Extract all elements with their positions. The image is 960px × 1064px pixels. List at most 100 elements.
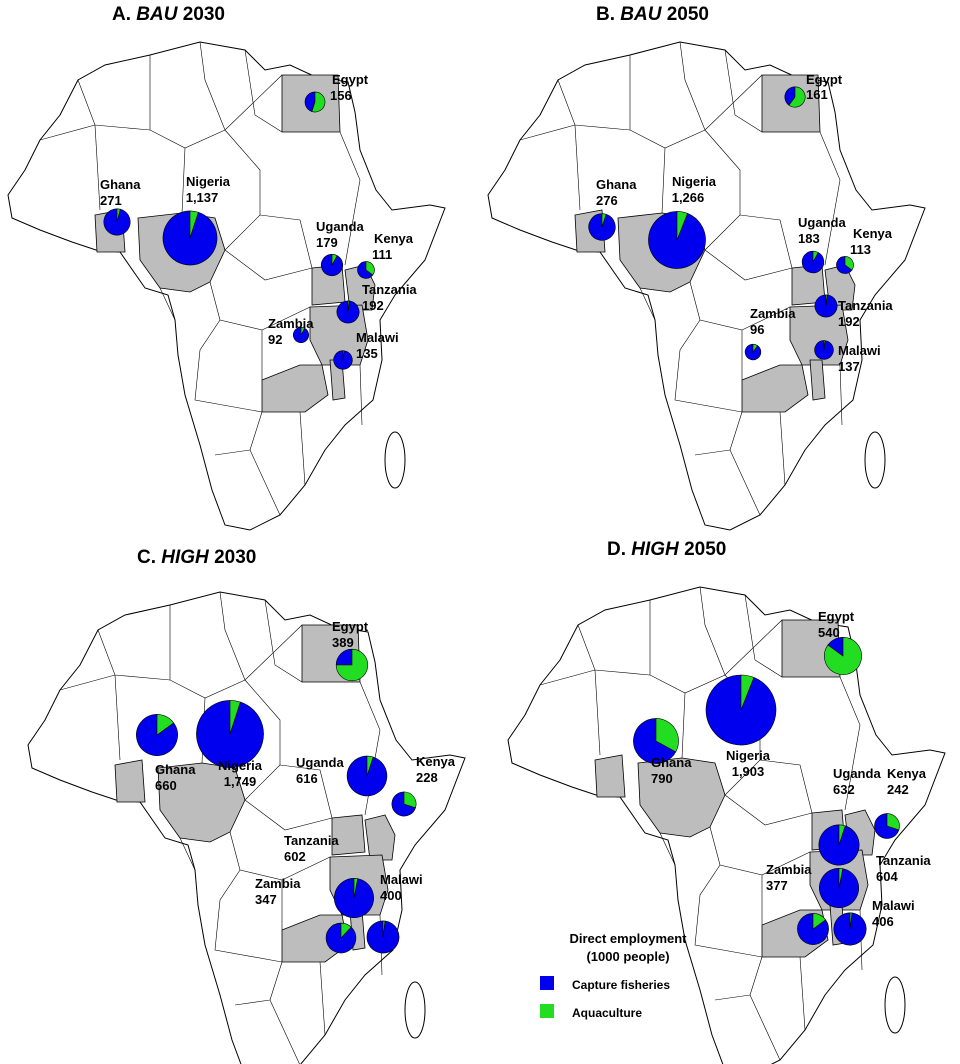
country-border (219, 591, 246, 681)
ghana-value-label: 660 (155, 778, 177, 793)
country-border (724, 49, 763, 133)
egypt-value-label: 156 (330, 88, 352, 103)
ghana-capture-slice (633, 718, 677, 764)
country-border (639, 287, 656, 321)
egypt-pie (304, 91, 326, 113)
tanzania-aquaculture-slice (838, 867, 844, 889)
country-border (839, 676, 861, 811)
country-border (744, 594, 783, 678)
egypt-pie (784, 86, 806, 108)
egypt-aquaculture-slice (311, 91, 326, 113)
nigeria-value-label: 1,749 (224, 774, 257, 789)
country-border (299, 411, 306, 486)
country-border (594, 669, 601, 756)
country-border (704, 129, 741, 251)
malawi-value-label: 406 (872, 914, 894, 929)
country-border (779, 411, 786, 486)
egypt-pie (335, 648, 369, 682)
country-border (704, 249, 793, 281)
country-border (709, 826, 763, 925)
country-border (244, 679, 281, 801)
kenya-pie (357, 261, 375, 279)
egypt-aquaculture-slice (788, 86, 806, 108)
uganda-name-label: Uganda (798, 215, 846, 230)
kenya-pie (836, 256, 854, 274)
uganda-aquaculture-slice (812, 250, 819, 263)
tanzania-value-label: 192 (838, 314, 860, 329)
uganda-name-label: Uganda (316, 219, 364, 234)
ghana-pie (103, 208, 131, 236)
egypt-name-label: Egypt (806, 72, 843, 87)
country-border (661, 147, 666, 214)
ghana-pie (633, 718, 679, 764)
zambia-aquaculture-slice (340, 922, 352, 939)
ghana-aquaculture-slice (601, 213, 607, 228)
nigeria-aquaculture-slice (676, 211, 688, 241)
legend-title-line1: Direct employment (569, 931, 687, 946)
malawi-aquaculture-slice (382, 920, 386, 938)
country-border (714, 994, 751, 1001)
zambia-aquaculture-slice (752, 343, 759, 353)
country-border (539, 669, 596, 686)
tanzania-value-label: 192 (362, 298, 384, 313)
nigeria-name-label: Nigeria (726, 748, 771, 763)
country-border (224, 129, 261, 251)
legend: Direct employment (1000 people) Capture … (540, 931, 687, 1020)
country-border (224, 249, 313, 281)
nigeria-value-label: 1,903 (732, 764, 765, 779)
kenya-capture-slice (836, 256, 853, 274)
malawi-value-label: 135 (356, 346, 378, 361)
kenya-capture-slice (357, 261, 374, 279)
kenya-value-label: 111 (372, 247, 392, 262)
country-border (759, 759, 813, 814)
kenya-pie (874, 813, 900, 839)
madagascar-outline (864, 431, 886, 489)
kenya-name-label: Kenya (416, 754, 456, 769)
nigeria-aquaculture-slice (189, 210, 199, 239)
uganda-value-label: 616 (296, 771, 318, 786)
uganda-aquaculture-slice (366, 755, 374, 777)
tanzania-value-label: 604 (876, 869, 898, 884)
ghana-name-label: Ghana (651, 755, 692, 770)
country-border (244, 799, 333, 831)
egypt-name-label: Egypt (818, 609, 855, 624)
nigeria-pie (648, 211, 706, 269)
zambia-pie (325, 922, 357, 954)
country-border (264, 599, 303, 683)
malawi-pie (814, 340, 834, 360)
country-border (114, 674, 121, 761)
country-border (194, 319, 263, 413)
country-border (819, 131, 841, 266)
malawi-name-label: Malawi (872, 898, 915, 913)
uganda-capture-slice (320, 253, 344, 276)
zambia-value-label: 377 (766, 878, 788, 893)
tanzania-aquaculture-slice (347, 300, 350, 313)
country-border (799, 956, 806, 1031)
kenya-aquaculture-slice (886, 813, 900, 831)
ghana-name-label: Ghana (596, 177, 637, 192)
ghana-name-label: Ghana (100, 177, 141, 192)
malawi-shaded-region (809, 359, 826, 401)
uganda-value-label: 179 (316, 235, 338, 250)
zambia-aquaculture-slice (300, 327, 306, 336)
nigeria-value-label: 1,266 (672, 190, 705, 205)
country-border (694, 864, 763, 958)
egypt-capture-slice (304, 91, 316, 112)
country-border (681, 692, 686, 759)
malawi-aquaculture-slice (849, 912, 853, 930)
tanzania-aquaculture-slice (353, 878, 359, 899)
zambia-pie (744, 343, 762, 361)
uganda-aquaculture-slice (838, 824, 846, 846)
zambia-name-label: Zambia (268, 316, 314, 331)
country-border (234, 999, 271, 1006)
nigeria-pie (196, 700, 264, 768)
kenya-shaded-region (364, 814, 396, 861)
legend-swatch-capture (540, 976, 554, 990)
egypt-capture-slice (784, 86, 796, 106)
egypt-aquaculture-slice (824, 637, 862, 675)
malawi-name-label: Malawi (838, 343, 881, 358)
nigeria-name-label: Nigeria (186, 174, 231, 189)
malawi-name-label: Malawi (380, 872, 423, 887)
nigeria-pie (705, 674, 777, 746)
